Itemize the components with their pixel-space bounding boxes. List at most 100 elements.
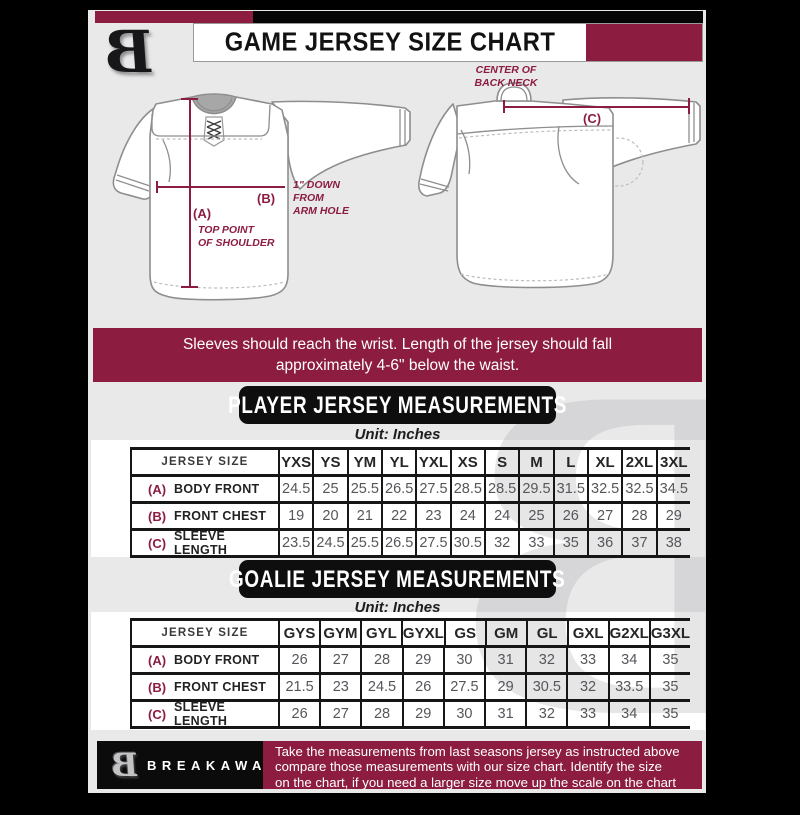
- note-a: TOP POINT OF SHOULDER: [198, 224, 275, 249]
- measurement-value: 24: [483, 504, 518, 528]
- measure-line-c: [503, 106, 690, 108]
- measurement-value: 30.5: [449, 531, 484, 555]
- row-label-cell: (C) SLEEVE LENGTH: [132, 700, 278, 728]
- size-column-header: L: [552, 450, 587, 474]
- size-column-header: GYXL: [400, 621, 444, 645]
- measurement-value: 33.5: [607, 675, 649, 699]
- table-row: (B) FRONT CHEST 21.5 23 24.5 26 27.5 29 30.5 32…: [130, 672, 690, 699]
- measurement-value: 28: [360, 702, 401, 726]
- measurement-value: 32.5: [586, 477, 621, 501]
- row-label-cell: (B) FRONT CHEST: [132, 675, 278, 699]
- size-column-header: GXL: [566, 621, 608, 645]
- table-row: (A) BODY FRONT 26 27 28 29 30 31 32 33 34 35: [130, 645, 690, 672]
- size-column-header: YXL: [415, 450, 449, 474]
- front-jersey-diagram: [112, 93, 411, 301]
- footer-instructions: Take the measurements from last seasons …: [263, 741, 702, 790]
- page-frame-right: [706, 0, 800, 800]
- row-label: BODY FRONT: [174, 482, 260, 496]
- table-header-row: JERSEY SIZE YXS YS YM YL YXL XS S M L XL 2XL 3XL: [130, 447, 690, 474]
- measurement-value: 25.5: [346, 477, 381, 501]
- row-key: (C): [148, 706, 167, 722]
- measurement-value: 23: [319, 675, 360, 699]
- size-column-header: YXS: [278, 450, 312, 474]
- measurement-value: 28.5: [483, 477, 518, 501]
- measurement-value: 23: [415, 504, 449, 528]
- page-title: GAME JERSEY SIZE CHART: [224, 27, 556, 57]
- page-frame-left: [0, 0, 88, 800]
- goalie-section-heading: GOALIE JERSEY MEASUREMENTS: [229, 560, 565, 598]
- player-section-heading: PLAYER JERSEY MEASUREMENTS: [228, 386, 566, 424]
- measurement-value: 24.5: [278, 477, 312, 501]
- goalie-size-table: JERSEY SIZE GYS GYM GYL GYXL GS GM GL GXL G2XL G3…: [130, 618, 690, 729]
- size-column-header: GS: [443, 621, 485, 645]
- measure-line-a: [189, 99, 191, 288]
- size-column-header: S: [483, 450, 518, 474]
- measurement-value: 28: [621, 504, 655, 528]
- measurement-value: 24.5: [312, 531, 346, 555]
- back-jersey-diagram: [418, 82, 701, 289]
- row-key: (C): [148, 535, 167, 551]
- row-label: BODY FRONT: [174, 653, 260, 667]
- measure-line-c-tick-right: [688, 98, 690, 114]
- size-header-cell: JERSEY SIZE: [161, 456, 249, 468]
- measure-line-b: [157, 186, 285, 188]
- size-column-header: GYL: [359, 621, 401, 645]
- front-right-sleeve: [271, 100, 411, 190]
- measurement-value: 28.5: [449, 477, 484, 501]
- measurement-value: 32: [525, 702, 566, 726]
- measurement-value: 32: [483, 531, 518, 555]
- size-column-header: XL: [586, 450, 621, 474]
- player-unit-label: Unit: Inches: [354, 426, 441, 443]
- measure-line-a-tick-bottom: [181, 286, 198, 288]
- measurement-value: 21: [346, 504, 381, 528]
- measurement-value: 23.5: [278, 531, 312, 555]
- measurement-value: 22: [380, 504, 415, 528]
- measure-line-b-tick: [156, 181, 158, 193]
- measure-line-a-tick-top: [181, 98, 198, 100]
- back-collar: [496, 82, 532, 102]
- back-jersey-body: [456, 100, 614, 289]
- label-a: (A): [193, 206, 212, 221]
- measurement-value: 29: [401, 702, 443, 726]
- measurement-value: 24: [449, 504, 484, 528]
- measurement-value: 20: [312, 504, 346, 528]
- measurement-value: 27.5: [415, 477, 449, 501]
- measurement-value: 19: [278, 504, 312, 528]
- note-b: 1" DOWN FROM ARM HOLE: [293, 179, 349, 217]
- measurement-value: 26: [552, 504, 587, 528]
- measurement-value: 25.5: [346, 531, 381, 555]
- row-label: SLEEVE LENGTH: [174, 700, 228, 728]
- size-header-cell: JERSEY SIZE: [161, 627, 249, 639]
- measurement-value: 32: [525, 648, 566, 672]
- measurement-value: 21.5: [278, 675, 319, 699]
- measurement-value: 25: [312, 477, 346, 501]
- measurement-value: 34: [607, 648, 649, 672]
- measurement-value: 30.5: [525, 675, 566, 699]
- size-column-header: XS: [449, 450, 484, 474]
- footer-brand-box: B BREAKAWAY: [97, 741, 274, 789]
- measurement-value: 35: [648, 675, 690, 699]
- measurement-value: 33: [566, 702, 607, 726]
- measurement-value: 36: [586, 531, 621, 555]
- row-label-cell: (B) FRONT CHEST: [132, 504, 278, 528]
- row-label: SLEEVE LENGTH: [174, 529, 228, 557]
- size-column-header: G2XL: [607, 621, 649, 645]
- measurement-value: 33: [518, 531, 552, 555]
- size-column-header: GYM: [318, 621, 360, 645]
- measurement-value: 26: [278, 702, 319, 726]
- row-key: (B): [148, 679, 167, 695]
- measurement-value: 37: [621, 531, 655, 555]
- player-table-panel: [91, 440, 705, 557]
- title-accent-block: [586, 24, 702, 61]
- row-label-cell: (A) BODY FRONT: [132, 648, 278, 672]
- measurement-value: 27: [586, 504, 621, 528]
- measurement-value: 29: [484, 675, 525, 699]
- measurement-value: 30: [442, 648, 484, 672]
- measurement-value: 30: [442, 702, 484, 726]
- size-column-header: 2XL: [621, 450, 655, 474]
- measurement-value: 27.5: [415, 531, 449, 555]
- measurement-value: 24.5: [360, 675, 401, 699]
- measurement-value: 29: [401, 648, 443, 672]
- table-row: (A) BODY FRONT 24.5 25 25.5 26.5 27.5 28.5 28.…: [130, 474, 690, 501]
- size-column-header: YL: [380, 450, 415, 474]
